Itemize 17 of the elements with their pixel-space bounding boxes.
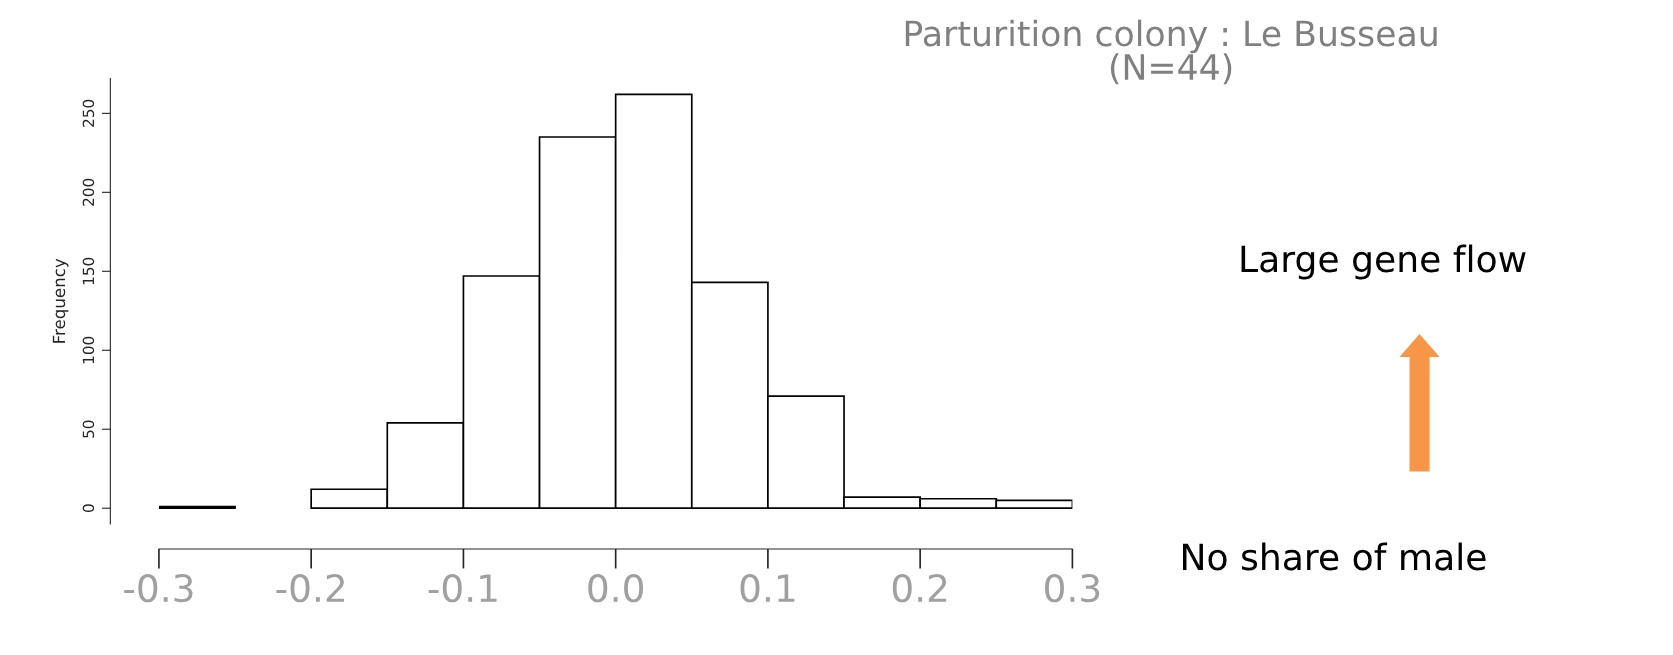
y-tick-label: 0 <box>82 504 95 513</box>
y-tick-label: 200 <box>82 178 95 206</box>
text: No share of male <box>1183 542 1486 571</box>
x-tick-label: 0.0 <box>588 573 643 603</box>
y-tick-label: 100 <box>82 336 95 364</box>
y-tick-label: 250 <box>82 99 95 127</box>
y-axis-title: Frequency <box>52 258 69 343</box>
x-tick-label: -0.1 <box>428 573 497 603</box>
x-tick-label: -0.3 <box>124 573 193 603</box>
text: Large gene flow <box>1241 244 1526 280</box>
x-tick-label: 0.2 <box>892 573 947 603</box>
y-tick-label: 50 <box>82 420 95 438</box>
y-tick-label: 150 <box>82 257 95 285</box>
x-tick-label: 0.1 <box>740 573 795 603</box>
text: Parturition colony : Le Busseau (N=44) <box>905 19 1437 85</box>
x-tick-label: 0.3 <box>1045 573 1100 603</box>
x-tick-label: -0.2 <box>276 573 345 603</box>
